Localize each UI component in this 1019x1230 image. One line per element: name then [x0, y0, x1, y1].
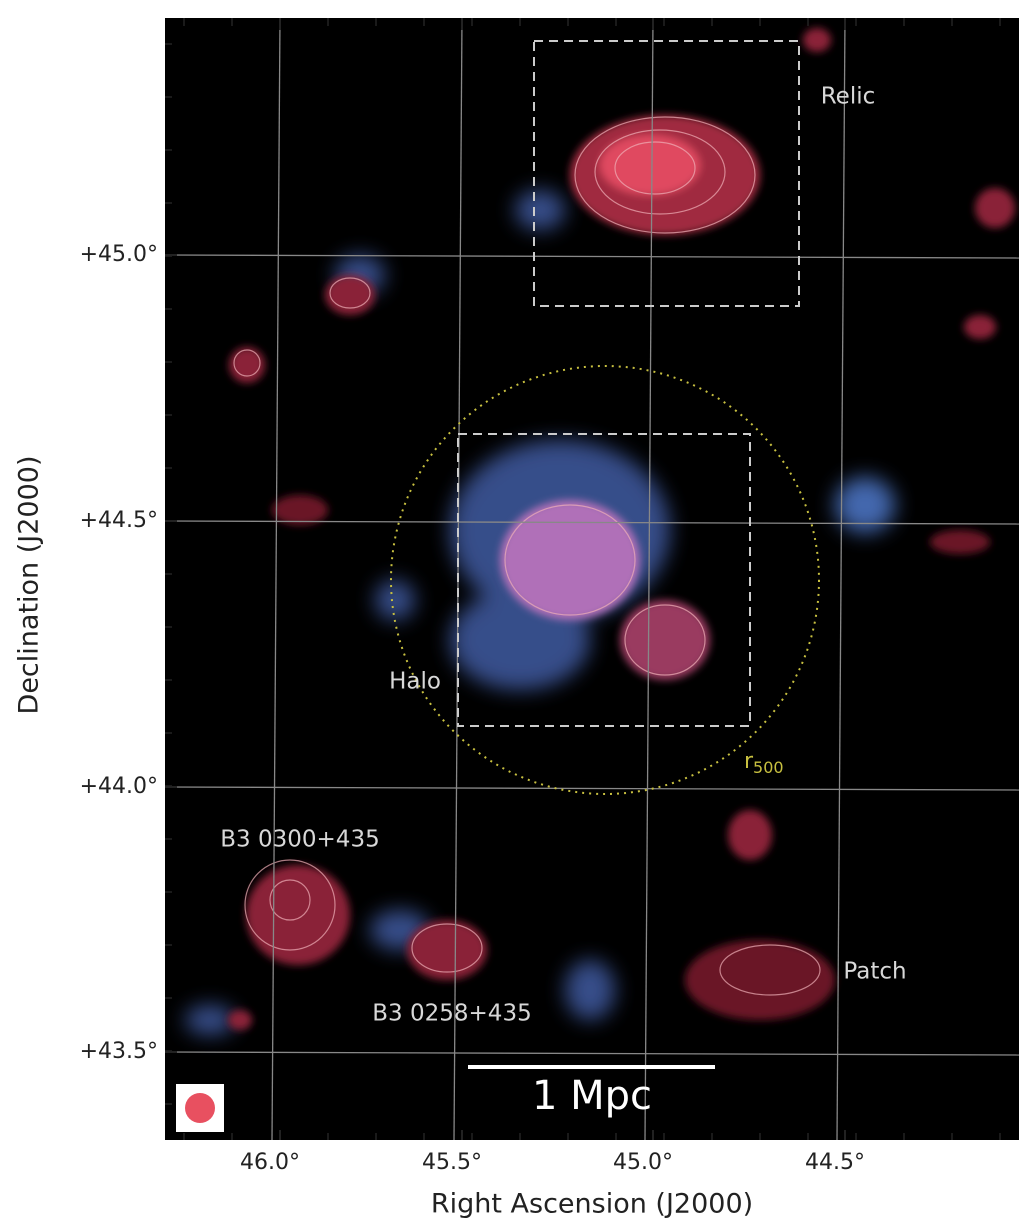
x-axis-label: Right Ascension (J2000) — [431, 1189, 753, 1220]
y-tick-label: +45.0° — [80, 242, 158, 267]
figure: Relic Halo r500 B3 0300+435 B3 0258+435 … — [0, 0, 1019, 1226]
y-axis-label: Declination (J2000) — [14, 456, 45, 715]
y-tick-label: +44.0° — [80, 774, 158, 799]
page: Relic Halo r500 B3 0300+435 B3 0258+435 … — [0, 0, 1019, 1230]
halo-label: Halo — [389, 669, 441, 695]
x-tick-label: 44.5° — [805, 1150, 865, 1175]
relic-label: Relic — [821, 84, 876, 110]
x-tick-label: 45.5° — [422, 1150, 482, 1175]
beam — [185, 1093, 215, 1123]
y-tick-label: +44.5° — [80, 508, 158, 533]
patch-label: Patch — [843, 959, 906, 985]
y-tick-label: +43.5° — [80, 1039, 158, 1064]
x-tick-label: 46.0° — [240, 1150, 300, 1175]
r500-subscript: 500 — [753, 758, 784, 777]
source-label: B3 0258+435 — [372, 1001, 531, 1027]
source-label: B3 0300+435 — [220, 827, 379, 853]
scale-bar-label: 1 Mpc — [532, 1073, 652, 1119]
x-tick-label: 45.0° — [613, 1150, 673, 1175]
